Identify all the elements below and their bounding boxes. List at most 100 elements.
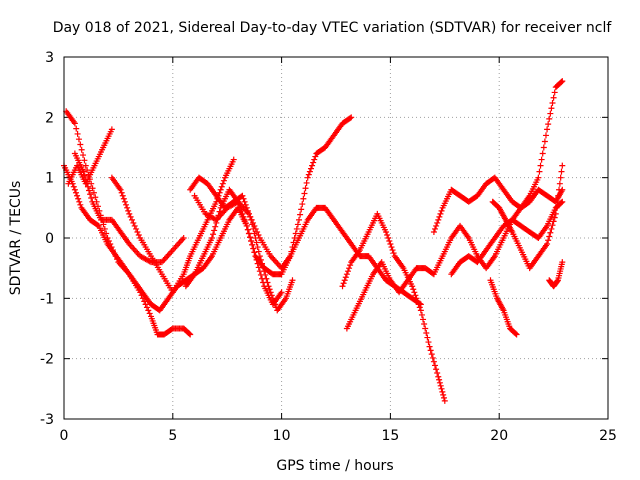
data-point	[71, 186, 78, 193]
data-point	[537, 162, 544, 169]
data-point	[249, 241, 256, 248]
data-point	[210, 231, 217, 238]
data-point	[555, 192, 562, 199]
data-point	[438, 207, 445, 214]
data-point	[239, 192, 246, 199]
data-point	[73, 125, 80, 132]
data-point	[74, 192, 81, 199]
data-point	[550, 218, 557, 225]
y-tick-label: 3	[45, 50, 54, 66]
data-point	[551, 89, 558, 96]
data-point	[296, 216, 303, 223]
data-point	[75, 195, 82, 202]
data-point	[541, 138, 548, 145]
data-point	[549, 100, 556, 107]
y-tick-label: 1	[45, 171, 54, 187]
data-point	[289, 277, 296, 284]
data-point	[243, 222, 250, 229]
data-point	[414, 298, 421, 305]
series-trace-4	[71, 150, 187, 266]
data-point	[92, 194, 99, 201]
x-tick-label: 15	[381, 428, 399, 444]
data-point	[90, 189, 97, 196]
data-point	[117, 186, 124, 193]
data-point	[131, 222, 138, 229]
data-point	[297, 211, 304, 218]
data-point	[432, 362, 439, 369]
data-point	[81, 172, 88, 179]
data-point	[257, 256, 264, 263]
data-point	[433, 366, 440, 373]
data-point	[265, 283, 272, 290]
data-point	[387, 241, 394, 248]
data-point	[559, 78, 566, 85]
data-point	[241, 216, 248, 223]
data-point	[546, 115, 553, 122]
y-tick-label: 0	[45, 231, 54, 247]
data-point	[256, 253, 263, 260]
data-point	[409, 283, 416, 290]
data-point	[259, 260, 266, 267]
data-point	[217, 186, 224, 193]
data-point	[413, 295, 420, 302]
series-trace-1	[63, 108, 194, 338]
data-point	[247, 234, 254, 241]
data-point	[384, 231, 391, 238]
data-point	[422, 325, 429, 332]
data-point	[436, 213, 443, 220]
data-point	[262, 271, 269, 278]
data-point	[344, 268, 351, 275]
series-trace-8	[191, 192, 424, 308]
data-point	[546, 233, 553, 240]
data-point	[343, 271, 350, 278]
data-point	[347, 115, 354, 122]
data-point	[435, 373, 442, 380]
y-tick-label: -2	[40, 352, 54, 368]
data-point	[416, 304, 423, 311]
data-point	[84, 167, 91, 174]
data-point	[242, 219, 249, 226]
data-point	[412, 292, 419, 299]
data-point	[299, 201, 306, 208]
data-point	[388, 244, 395, 251]
data-point	[219, 180, 226, 187]
data-point	[306, 168, 313, 175]
data-point	[551, 214, 558, 221]
data-point	[418, 311, 425, 318]
data-point	[146, 310, 153, 317]
data-point	[437, 210, 444, 217]
data-point	[301, 190, 308, 197]
data-point	[130, 219, 137, 226]
data-point	[239, 210, 246, 217]
data-point	[94, 222, 101, 229]
data-point	[245, 210, 252, 217]
data-point	[129, 216, 135, 223]
data-point	[72, 189, 79, 196]
data-point	[74, 130, 81, 137]
data-point	[118, 189, 125, 196]
data-point	[310, 159, 317, 166]
data-point	[429, 354, 436, 361]
data-point	[298, 206, 305, 213]
data-point	[390, 250, 397, 257]
data-point	[76, 198, 83, 205]
data-point	[245, 230, 252, 237]
data-point	[300, 195, 307, 202]
data-point	[410, 286, 417, 293]
data-point	[558, 78, 565, 85]
data-point	[208, 235, 215, 241]
data-point	[547, 229, 554, 236]
data-point	[309, 162, 316, 169]
data-point	[255, 231, 262, 238]
x-tick-label: 10	[273, 428, 291, 444]
data-point	[535, 174, 542, 181]
data-point	[415, 301, 422, 308]
data-point	[119, 192, 126, 199]
series-trace-14	[489, 162, 566, 272]
data-point	[430, 228, 437, 235]
data-point	[127, 213, 134, 220]
series-trace-5	[108, 156, 237, 296]
data-point	[307, 165, 314, 172]
data-point	[216, 189, 223, 196]
